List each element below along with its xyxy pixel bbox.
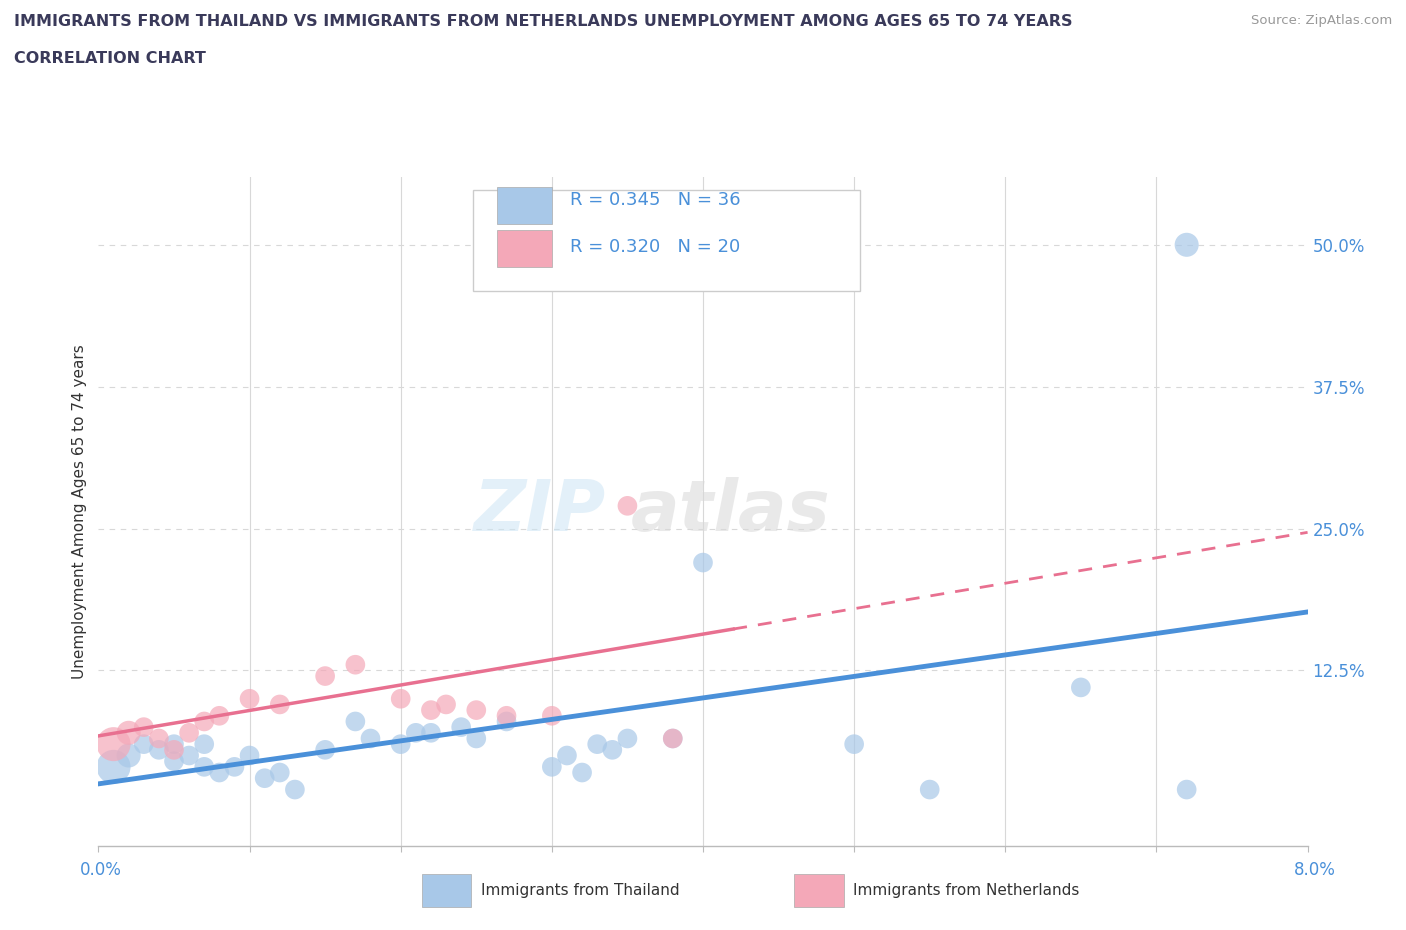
- Text: R = 0.320   N = 20: R = 0.320 N = 20: [569, 238, 740, 256]
- Point: [103, 760, 125, 775]
- Point: [224, 760, 246, 775]
- Point: [314, 742, 336, 757]
- Point: [193, 714, 215, 729]
- Text: Immigrants from Netherlands: Immigrants from Netherlands: [853, 884, 1080, 898]
- Point: [314, 669, 336, 684]
- Point: [495, 714, 517, 729]
- Text: IMMIGRANTS FROM THAILAND VS IMMIGRANTS FROM NETHERLANDS UNEMPLOYMENT AMONG AGES : IMMIGRANTS FROM THAILAND VS IMMIGRANTS F…: [14, 14, 1073, 29]
- Point: [465, 703, 488, 718]
- Point: [163, 753, 186, 768]
- Point: [844, 737, 866, 751]
- Point: [555, 748, 578, 763]
- Point: [1175, 237, 1198, 252]
- Point: [269, 765, 291, 780]
- FancyBboxPatch shape: [498, 231, 551, 267]
- Point: [148, 742, 170, 757]
- Point: [419, 703, 441, 718]
- FancyBboxPatch shape: [474, 190, 860, 290]
- Point: [344, 658, 367, 672]
- Point: [239, 748, 262, 763]
- Point: [193, 760, 215, 775]
- Point: [118, 748, 141, 763]
- FancyBboxPatch shape: [498, 187, 551, 223]
- Text: atlas: atlas: [630, 477, 830, 546]
- Point: [918, 782, 941, 797]
- Point: [495, 709, 517, 724]
- Point: [450, 720, 472, 735]
- Point: [661, 731, 683, 746]
- Point: [571, 765, 593, 780]
- Point: [434, 697, 457, 711]
- Point: [602, 742, 624, 757]
- Point: [586, 737, 609, 751]
- Point: [405, 725, 427, 740]
- Point: [179, 725, 201, 740]
- Point: [616, 731, 638, 746]
- Point: [344, 714, 367, 729]
- Point: [661, 731, 683, 746]
- Text: 0.0%: 0.0%: [80, 860, 122, 879]
- Point: [118, 725, 141, 740]
- Point: [193, 737, 215, 751]
- Point: [359, 731, 381, 746]
- Point: [284, 782, 307, 797]
- Point: [253, 771, 276, 786]
- Point: [540, 709, 562, 724]
- Point: [163, 742, 186, 757]
- Point: [148, 731, 170, 746]
- Text: Immigrants from Thailand: Immigrants from Thailand: [481, 884, 679, 898]
- Text: 8.0%: 8.0%: [1294, 860, 1336, 879]
- Point: [208, 709, 231, 724]
- Y-axis label: Unemployment Among Ages 65 to 74 years: Unemployment Among Ages 65 to 74 years: [72, 344, 87, 679]
- Text: ZIP: ZIP: [474, 477, 606, 546]
- Point: [465, 731, 488, 746]
- Point: [692, 555, 714, 570]
- Point: [389, 691, 412, 706]
- Point: [103, 737, 125, 751]
- Point: [132, 720, 155, 735]
- Point: [163, 737, 186, 751]
- Text: CORRELATION CHART: CORRELATION CHART: [14, 51, 205, 66]
- Point: [1175, 782, 1198, 797]
- Point: [419, 725, 441, 740]
- Point: [208, 765, 231, 780]
- Text: R = 0.345   N = 36: R = 0.345 N = 36: [569, 192, 741, 209]
- Point: [179, 748, 201, 763]
- Point: [616, 498, 638, 513]
- Point: [239, 691, 262, 706]
- Point: [540, 760, 562, 775]
- Point: [389, 737, 412, 751]
- Point: [269, 697, 291, 711]
- Point: [132, 737, 155, 751]
- Point: [1070, 680, 1092, 695]
- Text: Source: ZipAtlas.com: Source: ZipAtlas.com: [1251, 14, 1392, 27]
